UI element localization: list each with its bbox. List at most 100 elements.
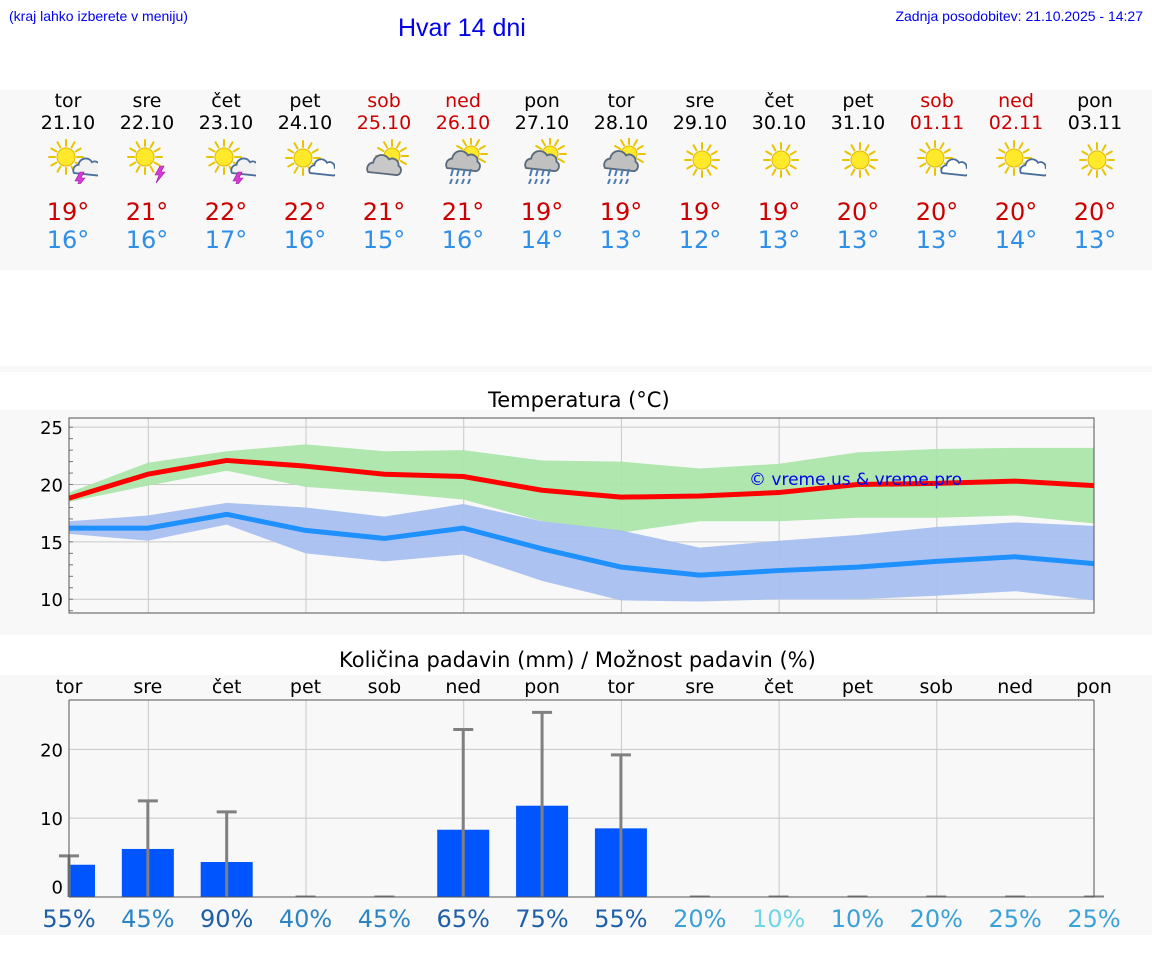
- max-temperature-line: [68, 457, 1095, 501]
- max-temperature: 22°: [283, 198, 327, 226]
- day-name: pon: [524, 90, 560, 112]
- day-column: pet 31.10 20° 13°: [818, 90, 898, 260]
- day-column: sob 25.10 21° 15°: [344, 90, 424, 260]
- precipitation-probability-label: 45%: [121, 905, 174, 933]
- min-temperature: 16°: [441, 226, 485, 254]
- precipitation-probability-label: 55%: [594, 905, 647, 933]
- day-date: 02.11: [988, 112, 1044, 134]
- day-date: 25.10: [356, 112, 412, 134]
- day-date: 01.11: [909, 112, 965, 134]
- max-temperature: 20°: [915, 198, 959, 226]
- day-date: 31.10: [830, 112, 886, 134]
- day-date: 26.10: [435, 112, 491, 134]
- day-date: 03.11: [1067, 112, 1123, 134]
- x-category-label: tor: [56, 676, 83, 698]
- sun-cloud-rain-icon: [445, 138, 488, 184]
- x-category-label: pon: [524, 676, 560, 698]
- day-date: 22.10: [119, 112, 175, 134]
- min-temperature: 13°: [836, 226, 880, 254]
- day-date: 29.10: [672, 112, 728, 134]
- day-name: tor: [607, 90, 635, 112]
- max-temperature: 20°: [836, 198, 880, 226]
- precipitation-probability-label: 20%: [910, 905, 963, 933]
- sun-icon: [684, 142, 720, 178]
- day-column: pon 27.10 19° 14°: [502, 90, 582, 260]
- day-name: pet: [289, 90, 321, 112]
- max-temperature: 20°: [994, 198, 1038, 226]
- last-update: Zadnja posodobitev: 21.10.2025 - 14:27: [895, 8, 1143, 24]
- x-category-label: sre: [133, 676, 162, 698]
- y-tick-label: 20: [40, 476, 63, 497]
- sun-icon: [1079, 142, 1115, 178]
- day-name: sre: [685, 90, 715, 112]
- day-name: čet: [211, 90, 241, 112]
- x-category-label: ned: [997, 676, 1033, 698]
- temperature-chart-title: Temperatura (°C): [488, 388, 670, 412]
- max-temperature: 19°: [520, 198, 564, 226]
- precipitation-probability-label: 65%: [437, 905, 490, 933]
- precipitation-probability-label: 90%: [200, 905, 253, 933]
- max-temperature: 19°: [46, 198, 90, 226]
- temperature-chart: 10 15 20 25 © vreme.us & vreme.pro: [40, 417, 1095, 614]
- location-hint: (kraj lahko izberete v meniju): [9, 8, 188, 24]
- y-tick-label: 15: [40, 533, 63, 554]
- sun-cloud-rain-icon: [603, 138, 646, 184]
- precipitation-probability-label: 75%: [515, 905, 568, 933]
- max-temperature: 22°: [204, 198, 248, 226]
- temperature-plot-frame: [68, 417, 1095, 614]
- min-temperature: 12°: [678, 226, 722, 254]
- day-name: sre: [132, 90, 162, 112]
- day-date: 30.10: [751, 112, 807, 134]
- x-category-label: ned: [445, 676, 481, 698]
- day-column: sre 29.10 19° 12°: [660, 90, 740, 260]
- temperature-chart-band: [0, 366, 1152, 372]
- min-temperature: 14°: [994, 226, 1038, 254]
- day-name: sob: [367, 90, 401, 112]
- daily-forecast-band: [0, 90, 1152, 270]
- precipitation-probability-label: 25%: [988, 905, 1041, 933]
- x-category-label: pet: [842, 676, 873, 698]
- sun-cloud-rain-icon: [524, 138, 567, 184]
- x-category-label: pet: [290, 676, 321, 698]
- day-column: tor 21.10 19° 16°: [28, 90, 108, 260]
- sun-icon: [763, 142, 799, 178]
- day-column: pet 24.10 22° 16°: [265, 90, 345, 260]
- y-tick-label: 20: [40, 740, 63, 761]
- day-column: čet 30.10 19° 13°: [739, 90, 819, 260]
- min-temperature: 16°: [283, 226, 327, 254]
- max-temperature: 21°: [362, 198, 406, 226]
- precipitation-chart: tor sre čet pet sob ned pon tor sre čet pet sob ned p…: [40, 676, 1121, 933]
- max-temperature: 19°: [757, 198, 801, 226]
- day-column: čet 23.10 22° 17°: [186, 90, 266, 260]
- day-name: pon: [1077, 90, 1113, 112]
- x-category-label: čet: [212, 676, 242, 698]
- precipitation-bar: [69, 864, 95, 897]
- min-temperature: 16°: [125, 226, 169, 254]
- y-tick-label: 0: [52, 878, 63, 899]
- precipitation-probability-label: 45%: [358, 905, 411, 933]
- precipitation-probability-label: 10%: [752, 905, 805, 933]
- min-temperature: 13°: [599, 226, 643, 254]
- sun-thunder-icon: [127, 139, 166, 184]
- day-date: 24.10: [277, 112, 333, 134]
- precipitation-chart-title: Količina padavin (mm) / Možnost padavin …: [339, 648, 816, 672]
- max-temperature: 19°: [599, 198, 643, 226]
- day-name: pet: [842, 90, 874, 112]
- day-date: 21.10: [40, 112, 96, 134]
- precipitation-probability-label: 55%: [42, 905, 95, 933]
- max-temperature: 21°: [125, 198, 169, 226]
- precipitation-probability-label: 25%: [1067, 905, 1120, 933]
- day-name: ned: [445, 90, 481, 112]
- x-category-label: sob: [368, 676, 402, 698]
- day-date: 27.10: [514, 112, 570, 134]
- max-temperature: 20°: [1073, 198, 1117, 226]
- day-name: sob: [920, 90, 954, 112]
- min-temperature: 13°: [757, 226, 801, 254]
- min-temperature-line: [69, 511, 1095, 578]
- y-tick-label: 25: [40, 418, 63, 439]
- min-temperature: 14°: [520, 226, 564, 254]
- precipitation-probability-label: 10%: [831, 905, 884, 933]
- watermark: © vreme.us & vreme.pro: [749, 470, 962, 490]
- sun-cloud-icon: [996, 140, 1046, 177]
- precipitation-probability-label: 20%: [673, 905, 726, 933]
